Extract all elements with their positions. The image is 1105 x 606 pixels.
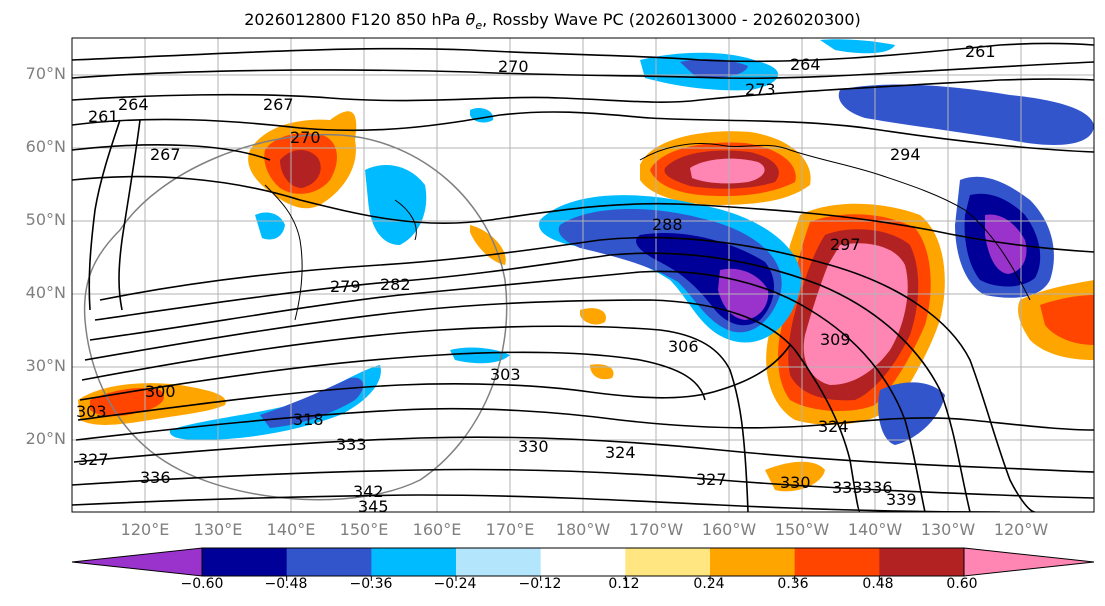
contour-label: 309 [820,330,851,349]
lon-label: 160°E [412,520,462,539]
contour-label: 297 [830,235,861,254]
contour-label: 318 [293,410,324,429]
colorbar-segment [286,548,372,576]
lat-label: 60°N [25,137,66,156]
colorbar [71,547,1095,581]
contour-label: 333 [832,478,863,497]
colorbar-segment [456,548,542,576]
contour-label: 306 [668,337,699,356]
colorbar-tick-label: −0.60 [180,576,224,592]
colorbar-segment [879,548,965,576]
gridlines [72,38,1094,512]
lon-label: 150°E [339,520,389,539]
figure-title: 2026012800 F120 850 hPa θe, Rossby Wave … [244,10,861,33]
contour-label: 264 [118,95,149,114]
contour-label: 336 [862,478,893,497]
theta-e-contours [72,42,1094,512]
lat-label: 70°N [25,64,66,83]
contour-label: 270 [290,128,321,147]
contour-label: 303 [490,365,521,384]
contour-label: 336 [140,468,171,487]
colorbar-segment [202,548,288,576]
lon-label: 170°W [628,520,684,539]
contour-label: 339 [886,490,917,509]
colorbar-tick-label: 0.36 [777,576,809,592]
contour-label: 324 [605,443,636,462]
anomaly-blob-arctic [838,84,1094,145]
contour-label: 282 [380,275,411,294]
lat-label: 30°N [25,356,66,375]
lon-label: 140°W [847,520,903,539]
contour-label: 333 [336,435,367,454]
contour-label: 330 [780,473,811,492]
lon-label: 130°E [193,520,243,539]
colorbar-tick-label: −0.48 [264,576,308,592]
contour-label: 342 [353,482,384,501]
contour-label: 264 [790,55,821,74]
colorbar-segment [625,548,711,576]
map-panel: 267 270 270 273 264 261 267 279 282 288 … [72,38,1094,516]
contour-label: 324 [818,417,849,436]
contour-label: 273 [745,80,776,99]
colorbar-tick-label: −0.12 [518,576,562,592]
contour-label: 270 [498,57,529,76]
contour-label: 327 [696,470,727,489]
contour-label: 294 [890,145,921,164]
colorbar-tick-label: 0.48 [862,576,894,592]
contour-label: 345 [358,497,389,516]
anomaly-blob-subtropical [169,365,381,440]
colorbar-segment [794,548,880,576]
coastlines [264,142,1031,321]
colorbar-frame [201,547,965,577]
lat-label: 20°N [25,429,66,448]
anomaly-shading [78,39,1094,492]
contour-label: 300 [145,382,176,401]
map-frame [71,37,1095,513]
lat-label: 40°N [25,283,66,302]
colorbar-tick-label: −0.36 [349,576,393,592]
lon-label: 130°W [920,520,976,539]
lon-label: 120°E [120,520,170,539]
colorbar-extend-high [963,547,1095,577]
colorbar-tick-label: 0.12 [608,576,640,592]
colorbar-extend-low [71,547,203,577]
contour-labels: 267 270 270 273 264 261 267 279 282 288 … [76,42,996,516]
contour-label: 261 [88,107,119,126]
lon-label: 160°W [701,520,757,539]
lon-label: 150°W [774,520,830,539]
contour-label: 267 [150,145,181,164]
lon-label: 140°E [266,520,316,539]
lon-label: 170°E [485,520,535,539]
contour-label: 267 [263,95,294,114]
contour-label: 279 [330,277,361,296]
lat-label: 50°N [25,210,66,229]
lon-label: 180°W [555,520,611,539]
colorbar-segment [710,548,796,576]
anomaly-blob-japan [365,165,427,245]
contour-label: 330 [518,437,549,456]
contour-label: 327 [78,450,109,469]
lon-label: 120°W [993,520,1049,539]
colorbar-tick-label: −0.24 [433,576,477,592]
colorbar-tick-label: 0.60 [946,576,978,592]
colorbar-tick-label: 0.24 [693,576,725,592]
contour-label: 303 [76,402,107,421]
contour-label: 288 [652,215,683,234]
colorbar-segment [540,548,626,576]
contour-label: 261 [965,42,996,61]
colorbar-segment [371,548,457,576]
